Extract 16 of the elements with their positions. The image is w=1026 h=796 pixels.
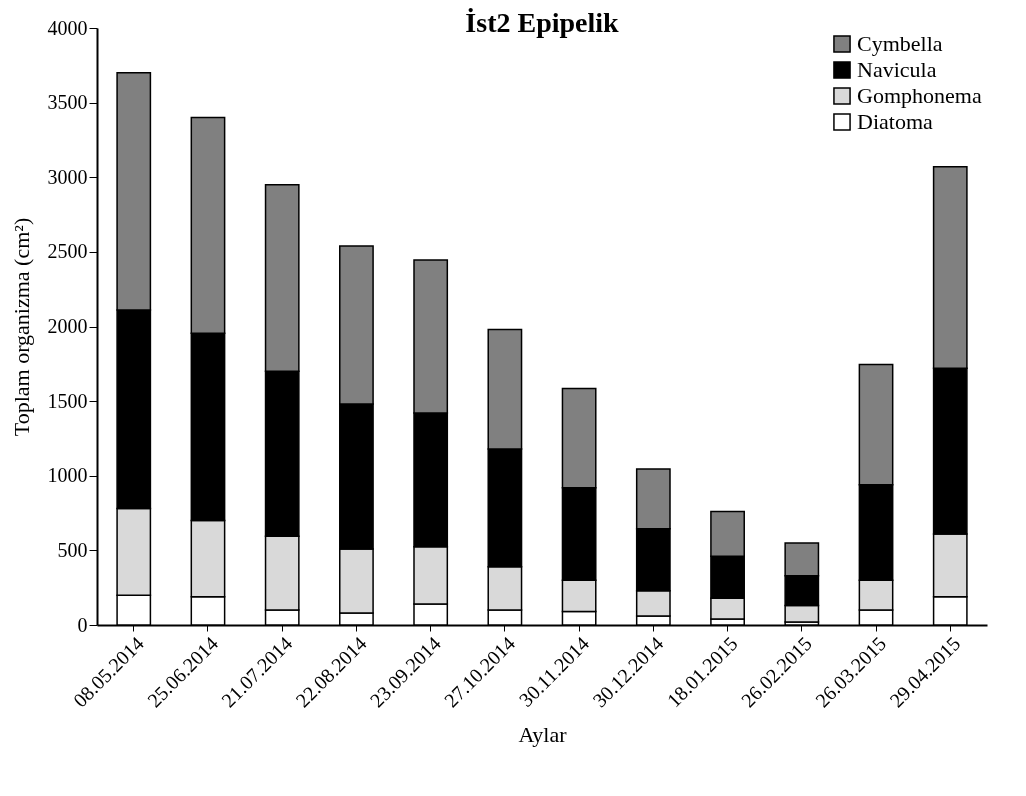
x-axis-title: Aylar <box>518 722 568 748</box>
y-tick-label: 2500 <box>47 240 88 263</box>
y-tick-label: 1500 <box>47 389 88 412</box>
y-axis-title: Toplam organizma (cm²) <box>8 217 34 437</box>
chart-title: İst2 Epipelik <box>465 7 620 38</box>
legend-label: Gomphonema <box>857 83 982 108</box>
y-tick-label: 3500 <box>47 91 88 114</box>
y-tick-label: 4000 <box>47 16 88 39</box>
y-tick-label: 0 <box>77 613 88 636</box>
legend-label: Navicula <box>857 57 937 82</box>
legend-label: Cymbella <box>857 31 943 56</box>
y-tick-label: 3000 <box>47 165 88 188</box>
legend-label: Diatoma <box>857 109 933 134</box>
y-tick-label: 1000 <box>47 464 88 487</box>
y-tick-label: 2000 <box>47 315 88 337</box>
y-tick-label: 500 <box>57 538 88 561</box>
